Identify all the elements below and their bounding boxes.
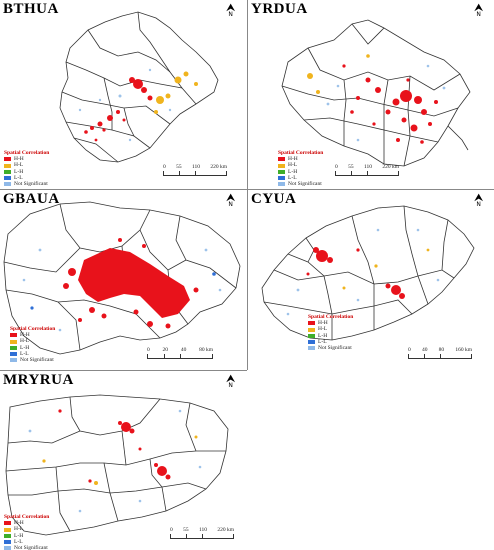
panel-title: CYUA <box>251 191 297 207</box>
bthua-ns-points <box>78 68 172 142</box>
scale-bar: 0 55 110 220 km <box>163 164 227 176</box>
gbaua-map <box>3 201 241 355</box>
mryrua-map <box>5 394 229 536</box>
legend-item: H-L <box>4 162 49 168</box>
panel-title: YRDUA <box>251 1 308 17</box>
yrdua-ns-points <box>326 64 446 142</box>
mryrua-ns-points <box>28 409 202 513</box>
gbaua-boundaries <box>3 201 241 355</box>
scale-bar: 0 55 110 220 km <box>335 164 399 176</box>
legend-item: L-L <box>278 175 323 181</box>
legend-item: Not Significant <box>4 181 49 187</box>
legend-item: Not Significant <box>10 357 55 363</box>
legend-title: Spatial Correlation <box>278 150 324 156</box>
legend-item: L-L <box>4 175 49 181</box>
gbaua-ll-points <box>30 272 216 310</box>
scale-bar: 0 20 40 80 km <box>147 347 213 359</box>
legend-item: L-L <box>308 339 353 345</box>
mryrua-hh-clusters <box>58 409 171 483</box>
legend-item: L-H <box>10 345 55 351</box>
legend-item: L-L <box>4 539 49 545</box>
mryrua-boundaries <box>5 394 229 536</box>
cyua-hh-clusters <box>306 247 405 299</box>
legend: Spatial Correlation H-H H-L L-H L-L Not … <box>308 314 353 351</box>
bthua-boundaries <box>59 11 219 163</box>
north-arrow-icon: ⮝ N <box>226 372 236 389</box>
legend-item: H-H <box>4 520 49 526</box>
map-panel-cyua: CYUA ⮝ N Spatial Correlation H-H H-L L-H … <box>248 190 494 370</box>
north-arrow-icon: ⮝ N <box>226 1 236 18</box>
legend-item: L-H <box>4 169 49 175</box>
cyua-ns-points <box>286 228 440 316</box>
legend-item: Not Significant <box>278 181 323 187</box>
legend-item: L-H <box>308 333 353 339</box>
panel-title: GBAUA <box>3 191 60 207</box>
panel-title: BTHUA <box>3 1 59 17</box>
yrdua-hh-clusters <box>342 64 438 144</box>
scale-bar: 0 55 110 220 km <box>170 527 234 539</box>
legend-item: H-H <box>10 332 55 338</box>
legend-item: H-L <box>10 338 55 344</box>
north-arrow-icon: ⮝ N <box>226 191 236 208</box>
panel-divider-bottom <box>0 370 247 371</box>
map-panel-mryrua: MRYRUA ⮝ N Spatial Correlation H-H H-L L-… <box>0 371 247 550</box>
yrdua-boundaries <box>281 19 471 167</box>
legend-item: L-H <box>4 533 49 539</box>
bthua-hh-clusters <box>84 77 153 142</box>
legend-item: H-H <box>278 156 323 162</box>
bthua-hl-clusters <box>154 71 198 114</box>
panel-divider-top <box>0 189 494 190</box>
map-panel-bthua: BTHUA ⮝ N Spatial Correlation H-H H-L L-H… <box>0 0 247 189</box>
panel-title: MRYRUA <box>3 372 74 388</box>
legend-item: Not Significant <box>308 345 353 351</box>
cyua-boundaries <box>261 205 475 341</box>
legend-item: H-L <box>278 162 323 168</box>
legend: Spatial Correlation H-H H-L L-H L-L Not … <box>4 514 49 550</box>
legend-item: H-L <box>308 326 353 332</box>
scale-bar: 0 40 80 160 km <box>408 347 472 359</box>
bthua-map <box>59 11 219 163</box>
legend-item: Not Significant <box>4 545 49 550</box>
north-arrow-icon: ⮝ N <box>474 1 484 18</box>
map-panel-gbaua: GBAUA ⮝ N Spatial Correlation H-H H-L L-H… <box>0 190 247 370</box>
cyua-map <box>261 205 475 341</box>
legend-item: L-H <box>278 169 323 175</box>
gbaua-hh-clusters <box>63 238 199 329</box>
north-arrow-icon: ⮝ N <box>474 191 484 208</box>
panel-divider-vertical <box>247 0 248 370</box>
legend-item: L-L <box>10 351 55 357</box>
legend-item: H-H <box>4 156 49 162</box>
legend: Spatial Correlation H-H H-L L-H L-L Not … <box>10 326 55 363</box>
legend-item: H-H <box>308 320 353 326</box>
yrdua-hl-clusters <box>307 54 370 94</box>
legend-title: Spatial Correlation <box>4 150 50 156</box>
map-panel-yrdua: YRDUA ⮝ N Spatial Correlation H-H H-L L-H… <box>248 0 494 189</box>
cyua-hl-points <box>342 248 430 290</box>
legend-item: H-L <box>4 526 49 532</box>
mryrua-hl-points <box>42 435 198 485</box>
legend-title: Spatial Correlation <box>4 514 50 520</box>
yrdua-map <box>281 19 471 167</box>
gbaua-ns-points <box>22 248 222 332</box>
legend-title: Spatial Correlation <box>10 326 56 332</box>
legend-title: Spatial Correlation <box>308 314 354 320</box>
legend: Spatial Correlation H-H H-L L-H L-L Not … <box>278 150 323 187</box>
legend: Spatial Correlation H-H H-L L-H L-L Not … <box>4 150 49 187</box>
